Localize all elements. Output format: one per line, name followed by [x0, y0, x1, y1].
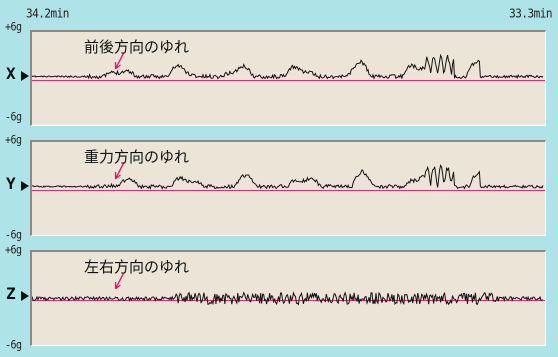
acceleration-trace — [32, 164, 544, 190]
pink-arrow-icon — [114, 163, 125, 180]
z-axis-panel: +6g Z -6g 左右方向のゆれ — [0, 242, 558, 352]
z-plot-area: 左右方向のゆれ — [30, 250, 546, 346]
y-bottom-scale-label: -6g — [5, 229, 22, 242]
x-axis-panel: +6g X -6g 前後方向のゆれ — [0, 21, 558, 132]
y-plot-title: 重力方向のゆれ — [84, 148, 190, 166]
start-time-label: 34.2min — [26, 6, 69, 21]
y-trace-graph — [32, 163, 545, 191]
x-axis-marker-icon — [21, 71, 29, 81]
x-plot-title: 前後方向のゆれ — [84, 38, 190, 56]
z-bottom-scale-label: -6g — [5, 339, 22, 352]
y-top-scale-label: +6g — [5, 134, 22, 147]
x-plot-area: 前後方向のゆれ — [30, 30, 546, 126]
pink-arrow-icon — [114, 53, 125, 70]
acceleration-trace — [32, 53, 544, 80]
y-plot-area: 重力方向のゆれ — [30, 140, 546, 236]
z-trace-graph — [32, 273, 545, 306]
pink-arrow-icon — [114, 273, 125, 290]
x-bottom-scale-label: -6g — [5, 111, 22, 124]
z-axis-letter: Z — [6, 284, 16, 303]
y-axis-marker-icon — [21, 181, 29, 191]
y-axis-letter: Y — [6, 174, 16, 193]
end-time-label: 33.3min — [509, 6, 552, 21]
z-top-scale-label: +6g — [5, 244, 22, 257]
x-trace-graph — [32, 53, 545, 81]
z-axis-marker-icon — [21, 291, 29, 301]
acceleration-trace — [32, 291, 544, 306]
z-plot-title: 左右方向のゆれ — [84, 258, 190, 276]
x-top-scale-label: +6g — [5, 21, 22, 34]
x-axis-letter: X — [6, 64, 16, 83]
y-axis-panel: +6g Y -6g 重力方向のゆれ — [0, 132, 558, 242]
